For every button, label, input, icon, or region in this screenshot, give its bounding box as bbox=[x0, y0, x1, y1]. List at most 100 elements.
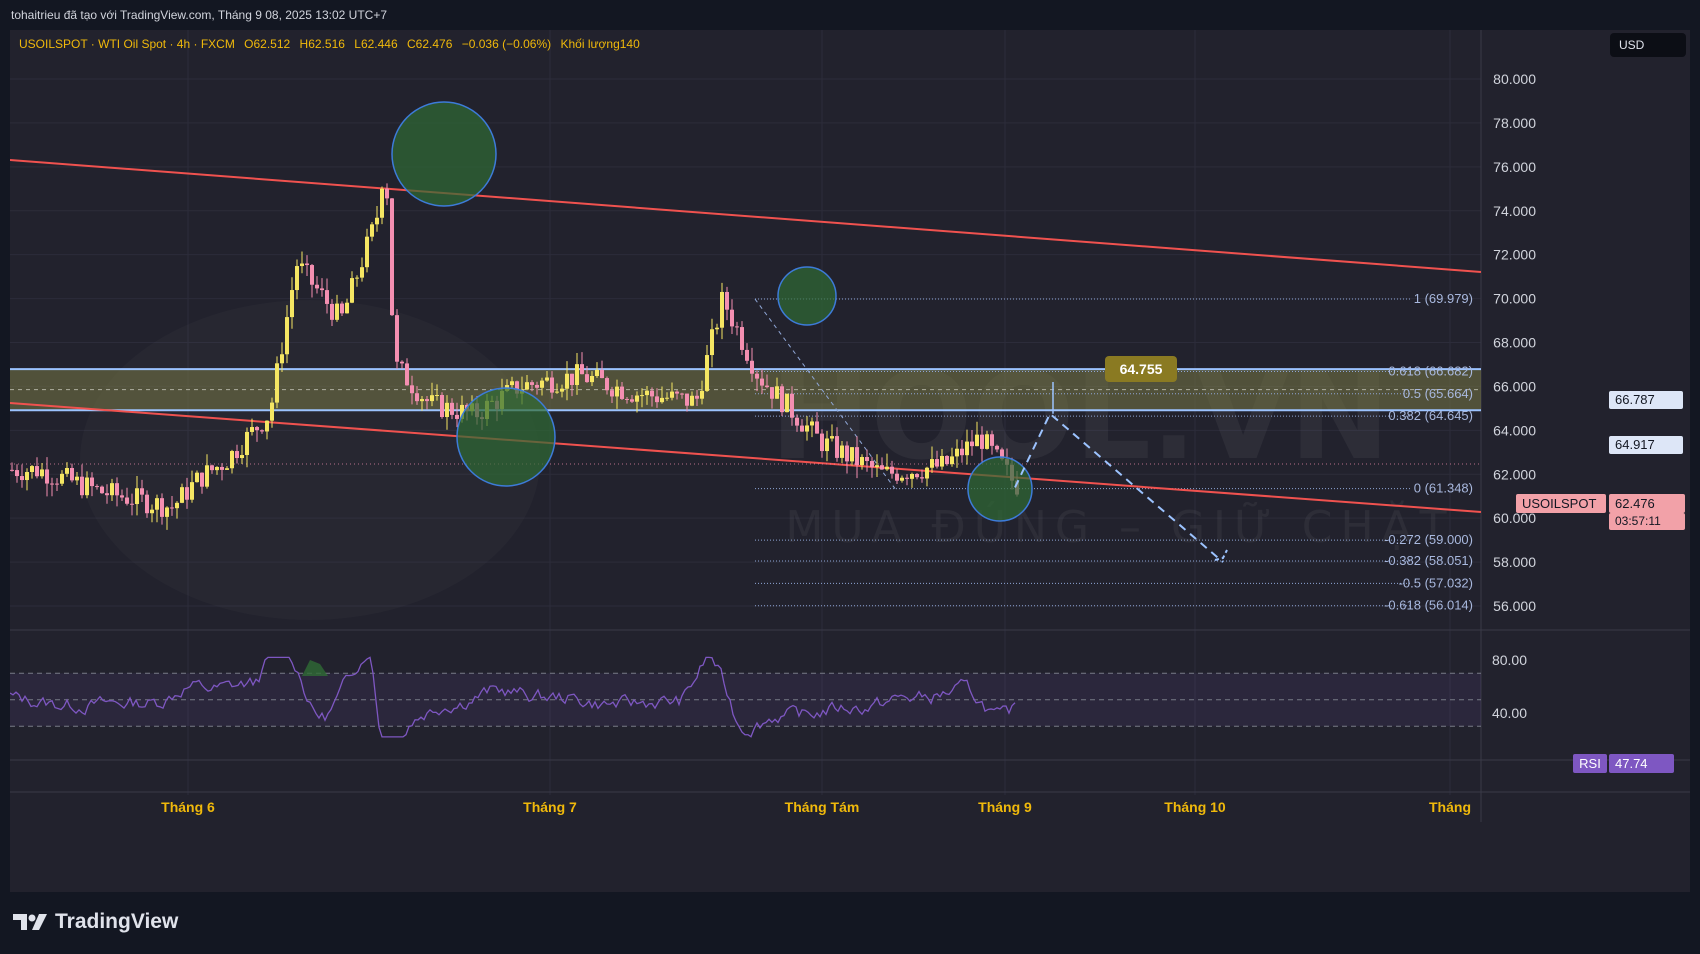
candle-body bbox=[970, 441, 974, 447]
candle-body bbox=[95, 486, 99, 488]
volume-value: Khối lượng140 bbox=[560, 37, 640, 51]
rsi-pane bbox=[10, 656, 1481, 738]
candle-body bbox=[585, 374, 589, 383]
candle-body bbox=[620, 386, 624, 399]
candle-body bbox=[795, 417, 799, 426]
candle-body bbox=[985, 434, 989, 449]
symbol-price-label: USOILSPOT bbox=[1516, 494, 1606, 513]
candle-body bbox=[510, 381, 514, 386]
candle-body bbox=[175, 502, 179, 509]
price-axis-label: 60.000 bbox=[1493, 510, 1536, 526]
candle-body bbox=[405, 363, 409, 386]
candle-body bbox=[635, 395, 639, 402]
rsi-line bbox=[10, 656, 1016, 738]
candle-body bbox=[225, 468, 229, 470]
candle-body bbox=[705, 355, 709, 391]
candle-body bbox=[540, 380, 544, 388]
candle-body bbox=[900, 477, 904, 481]
candle-body bbox=[400, 361, 404, 364]
candle-body bbox=[435, 394, 439, 396]
candle-body bbox=[965, 441, 969, 456]
chart-frame[interactable]: HOOL.VN MUA ĐÚNG – GIỮ CHẶT 1 (69.979) 0.6… bbox=[10, 30, 1690, 892]
candle-body bbox=[615, 386, 619, 397]
target-label[interactable]: 64.755 bbox=[1105, 356, 1177, 382]
candle-body bbox=[755, 373, 759, 379]
fib-label: 0.5 (65.664) bbox=[1403, 386, 1473, 401]
candle-body bbox=[685, 393, 689, 406]
candle-body bbox=[375, 217, 379, 225]
candle-body bbox=[395, 315, 399, 362]
price-axis-label: 58.000 bbox=[1493, 554, 1536, 570]
tradingview-logo[interactable]: TradingView bbox=[13, 910, 178, 934]
brand-name: TradingView bbox=[55, 910, 179, 933]
candle-body bbox=[260, 430, 264, 432]
rsi-value-tag: 47.74 bbox=[1609, 754, 1674, 773]
candle-body bbox=[815, 421, 819, 434]
price-axis-label: 70.000 bbox=[1493, 291, 1536, 307]
candle-body bbox=[810, 421, 814, 426]
candle-body bbox=[15, 470, 19, 477]
candle-body bbox=[835, 436, 839, 458]
candle-body bbox=[360, 267, 364, 278]
fib-label: 0.618 (66.682) bbox=[1388, 363, 1473, 378]
symbol-name[interactable]: USOILSPOT · WTI Oil Spot · 4h · FXCM bbox=[19, 37, 235, 51]
price-axis-label: 62.000 bbox=[1493, 466, 1536, 482]
candle-body bbox=[695, 395, 699, 399]
candle-body bbox=[915, 473, 919, 478]
candle-body bbox=[280, 354, 284, 364]
candle-body bbox=[975, 434, 979, 447]
projection bbox=[1014, 382, 1228, 563]
candle-body bbox=[995, 445, 999, 450]
time-axis-label: Tháng 7 bbox=[523, 799, 577, 815]
candle-body bbox=[350, 278, 354, 303]
candle-body bbox=[690, 395, 694, 406]
chart-caption: tohaitrieu đã tạo với TradingView.com, T… bbox=[11, 8, 387, 22]
candle-body bbox=[885, 466, 889, 470]
candle-body bbox=[860, 457, 864, 466]
candle-body bbox=[40, 469, 44, 477]
candle-body bbox=[675, 391, 679, 394]
candle-body bbox=[340, 303, 344, 314]
candle-body bbox=[950, 456, 954, 465]
price-axis-label: 64.000 bbox=[1493, 422, 1536, 438]
candle-body bbox=[140, 488, 144, 495]
candle-body bbox=[365, 236, 369, 268]
candle-body bbox=[130, 503, 134, 505]
candle-body bbox=[215, 466, 219, 471]
candle-body bbox=[380, 188, 384, 218]
candle-body bbox=[30, 466, 34, 473]
candle-body bbox=[750, 360, 754, 374]
candle-body bbox=[590, 375, 594, 383]
highlight-circle bbox=[391, 101, 497, 207]
candle-body bbox=[905, 477, 909, 479]
candle-body bbox=[325, 290, 329, 304]
candle-body bbox=[110, 483, 114, 496]
candle-body bbox=[840, 445, 844, 458]
close-value: C62.476 bbox=[407, 37, 453, 51]
fib-label: 0 (61.348) bbox=[1414, 481, 1473, 496]
open-value: O62.512 bbox=[244, 37, 291, 51]
candle-body bbox=[210, 465, 214, 471]
candle-body bbox=[410, 385, 414, 394]
candle-body bbox=[355, 277, 359, 279]
low-value: L62.446 bbox=[354, 37, 398, 51]
fib-label: 0.382 (64.645) bbox=[1388, 408, 1473, 423]
candle-body bbox=[760, 378, 764, 386]
time-axis-label: Tháng 6 bbox=[161, 799, 215, 815]
candle-body bbox=[940, 455, 944, 467]
countdown-tag: 03:57:11 bbox=[1609, 513, 1685, 530]
candle-body bbox=[875, 465, 879, 468]
candle-body bbox=[315, 284, 319, 289]
price-axis-label: 80.000 bbox=[1493, 71, 1536, 87]
currency-button[interactable]: USD bbox=[1610, 33, 1686, 57]
candle-body bbox=[245, 431, 249, 456]
fib-label: -0.5 (57.032) bbox=[1399, 575, 1473, 590]
candle-body bbox=[285, 317, 289, 355]
candle-body bbox=[35, 466, 39, 477]
candle-body bbox=[460, 404, 464, 419]
candle-body bbox=[595, 369, 599, 376]
candle-body bbox=[920, 477, 924, 479]
price-axis-label: 74.000 bbox=[1493, 203, 1536, 219]
candle-body bbox=[1000, 449, 1004, 460]
